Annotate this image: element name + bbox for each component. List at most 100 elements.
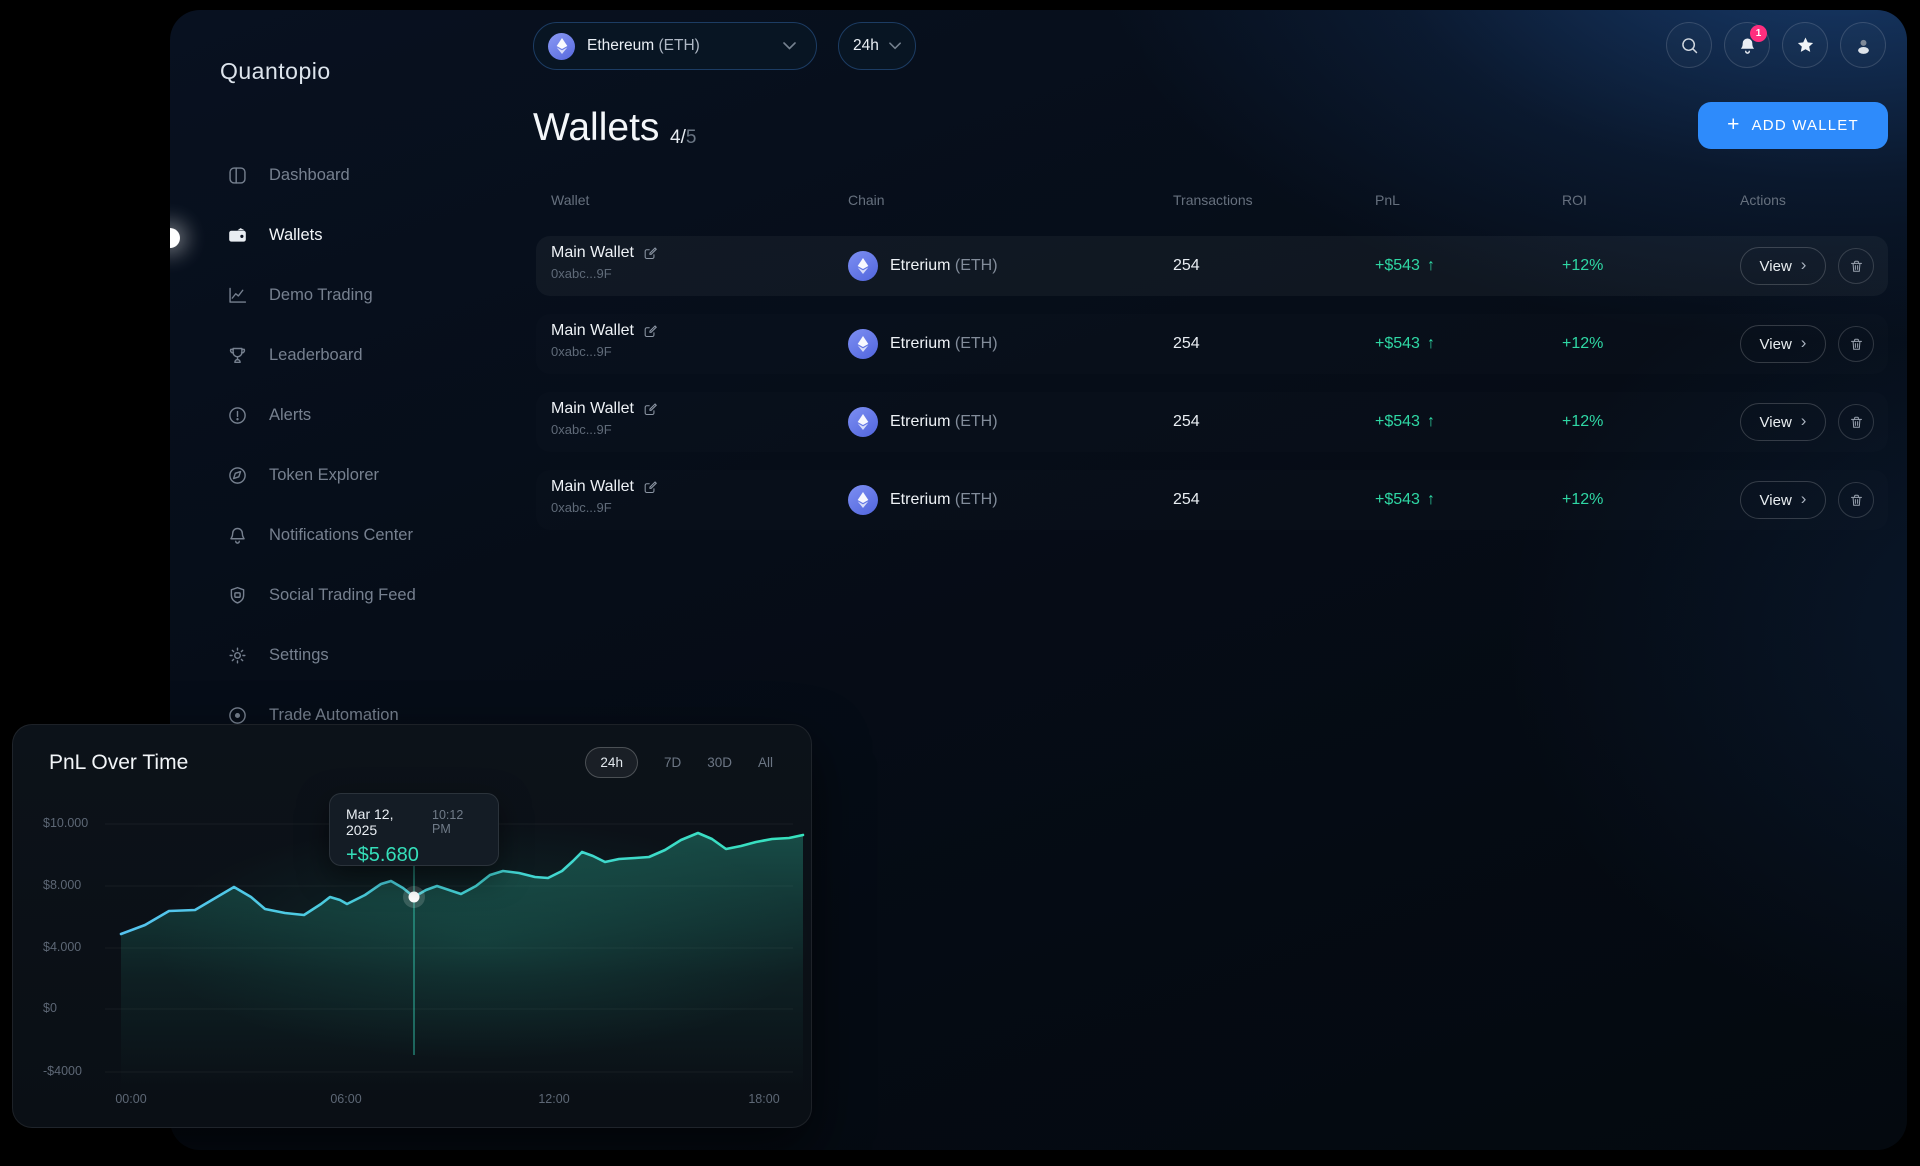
col-actions: Actions [1740, 192, 1786, 208]
up-arrow-icon: ↑ [1426, 335, 1435, 352]
chart-tooltip: Mar 12, 2025 10:12 PM +$5.680 [329, 793, 499, 866]
sidebar-item-label: Notifications Center [269, 525, 413, 544]
pnl-cell: +$543 ↑ [1375, 335, 1435, 352]
edit-icon[interactable] [643, 324, 658, 339]
ethereum-icon [848, 329, 878, 359]
up-arrow-icon: ↑ [1426, 491, 1435, 508]
delete-wallet-button[interactable] [1838, 482, 1874, 518]
sidebar-item-label: Alerts [269, 405, 312, 424]
marker-dot [408, 891, 420, 903]
star-icon [1797, 36, 1813, 52]
view-button[interactable]: View › [1740, 481, 1826, 519]
sidebar-item-alerts[interactable]: Alerts [170, 385, 470, 445]
sidebar-item-label: Settings [269, 645, 329, 664]
sidebar-item-wallets[interactable]: Wallets [170, 205, 470, 265]
tab-all[interactable]: All [757, 755, 773, 770]
pnl-cell: +$543 ↑ [1375, 491, 1435, 508]
wallet-address: 0xabc...9F [551, 266, 612, 281]
pnl-chart-plot[interactable] [13, 725, 813, 1129]
wallet-count: 4/5 [670, 127, 697, 148]
pnl-cell: +$543 ↑ [1375, 413, 1435, 430]
active-nav-indicator [170, 228, 180, 248]
delete-wallet-button[interactable] [1838, 326, 1874, 362]
gear-icon [229, 646, 246, 664]
tab-30d[interactable]: 30D [707, 755, 732, 770]
edit-icon[interactable] [643, 246, 658, 261]
y-tick: $10.000 [43, 816, 89, 830]
table-row[interactable]: Main Wallet 0xabc...9F Etrerium (ETH) 25… [536, 392, 1888, 452]
chart-title: PnL Over Time [49, 751, 189, 774]
sidebar-item-settings[interactable]: Settings [170, 625, 470, 685]
up-arrow-icon: ↑ [1426, 257, 1435, 274]
wallet-address: 0xabc...9F [551, 422, 612, 437]
y-tick: -$4000 [43, 1064, 82, 1078]
y-tick: $0 [43, 1001, 57, 1015]
col-pnl: PnL [1375, 192, 1400, 208]
pnl-cell: +$543 ↑ [1375, 257, 1435, 274]
trash-icon [1850, 416, 1862, 428]
tooltip-value: +$5.680 [346, 844, 419, 866]
bell-icon [1740, 38, 1754, 54]
search-icon [1681, 37, 1697, 53]
tab-24h[interactable]: 24h [585, 747, 638, 778]
table-row[interactable]: Main Wallet 0xabc...9F Etrerium (ETH) 25… [536, 470, 1888, 530]
table-row[interactable]: Main Wallet 0xabc...9F Etrerium (ETH) 25… [536, 236, 1888, 296]
transactions-cell: 254 [1173, 335, 1200, 352]
page-title: Wallets [533, 106, 660, 149]
sidebar-item-dashboard[interactable]: Dashboard [170, 145, 470, 205]
sidebar-item-trade-automation[interactable]: Trade Automation [170, 685, 470, 745]
sidebar-item-notifications-center[interactable]: Notifications Center [170, 505, 470, 565]
sidebar-item-leaderboard[interactable]: Leaderboard [170, 325, 470, 385]
view-button[interactable]: View › [1740, 325, 1826, 363]
sidebar-item-label: Dashboard [269, 165, 350, 184]
table-row[interactable]: Main Wallet 0xabc...9F Etrerium (ETH) 25… [536, 314, 1888, 374]
chain-cell: Etrerium (ETH) [848, 236, 998, 296]
notifications-button[interactable]: 1 [1724, 22, 1770, 68]
wallet-cell: Main Wallet 0xabc...9F [551, 322, 658, 359]
x-tick: 18:00 [748, 1092, 780, 1106]
trash-icon [1850, 494, 1862, 506]
ethereum-icon [848, 485, 878, 515]
bell-icon [230, 527, 245, 544]
wallet-table: Main Wallet 0xabc...9F Etrerium (ETH) 25… [536, 236, 1888, 548]
sidebar-item-label: Leaderboard [269, 345, 363, 364]
chevron-right-icon: › [1800, 411, 1807, 430]
edit-icon[interactable] [643, 480, 658, 495]
add-wallet-button[interactable]: + ADD WALLET [1698, 102, 1888, 149]
col-roi: ROI [1562, 192, 1587, 208]
transactions-cell: 254 [1173, 257, 1200, 274]
sidebar-item-demo-trading[interactable]: Demo Trading [170, 265, 470, 325]
asset-select[interactable]: Ethereum (ETH) [533, 22, 817, 70]
delete-wallet-button[interactable] [1838, 248, 1874, 284]
tab-7d[interactable]: 7D [663, 755, 682, 770]
view-button[interactable]: View › [1740, 247, 1826, 285]
col-wallet: Wallet [551, 192, 590, 208]
asset-select-label: Ethereum (ETH) [587, 37, 700, 54]
search-button[interactable] [1666, 22, 1712, 68]
sidebar-item-social-trading-feed[interactable]: Social Trading Feed [170, 565, 470, 625]
notification-badge: 1 [1750, 25, 1767, 42]
shield-feed-icon [230, 586, 245, 604]
sidebar: Dashboard Wallets Demo Trading Leaderboa… [170, 145, 470, 745]
range-select[interactable]: 24h [838, 22, 916, 70]
chart-range-tabs: 24h 7D 30D All [585, 747, 773, 778]
view-button[interactable]: View › [1740, 403, 1826, 441]
ethereum-icon [848, 251, 878, 281]
wallet-cell: Main Wallet 0xabc...9F [551, 478, 658, 515]
brand-logo: Quantopio [220, 58, 331, 84]
trophy-icon [229, 347, 246, 363]
pnl-chart-card: PnL Over Time 24h 7D 30D All $10.000 [12, 724, 813, 1129]
profile-button[interactable] [1840, 22, 1886, 68]
y-tick: $4.000 [43, 940, 82, 954]
favorites-button[interactable] [1782, 22, 1828, 68]
transactions-cell: 254 [1173, 491, 1200, 508]
chevron-down-icon [783, 42, 796, 50]
delete-wallet-button[interactable] [1838, 404, 1874, 440]
sidebar-item-token-explorer[interactable]: Token Explorer [170, 445, 470, 505]
tooltip-date: Mar 12, 2025 [346, 806, 394, 838]
dashboard-icon [229, 166, 246, 184]
trash-icon [1850, 260, 1862, 272]
edit-icon[interactable] [643, 402, 658, 417]
range-select-label: 24h [853, 37, 879, 54]
roi-cell: +12% [1562, 413, 1604, 430]
